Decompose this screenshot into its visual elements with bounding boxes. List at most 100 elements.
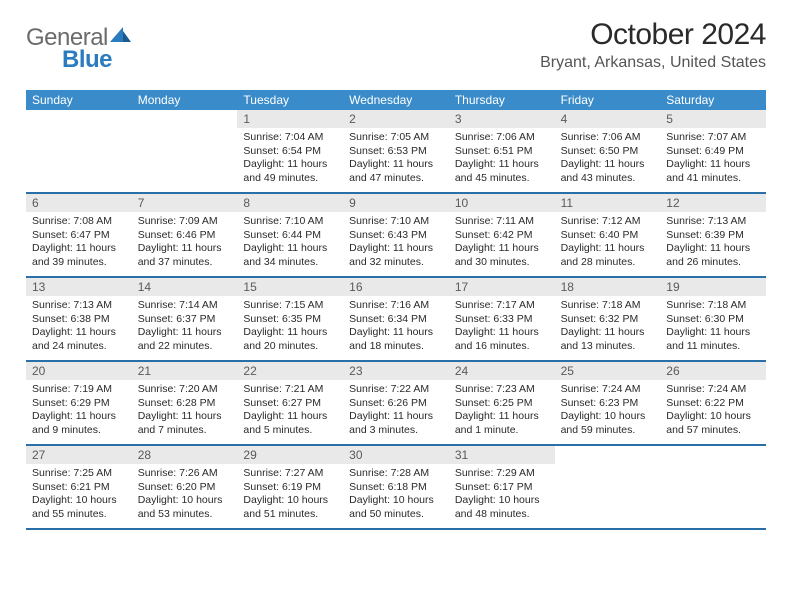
week-row: 6Sunrise: 7:08 AMSunset: 6:47 PMDaylight… xyxy=(26,194,766,278)
day-number: 5 xyxy=(660,110,766,128)
day-number: 24 xyxy=(449,362,555,380)
day-number: 18 xyxy=(555,278,661,296)
day-cell: 27Sunrise: 7:25 AMSunset: 6:21 PMDayligh… xyxy=(26,446,132,528)
day-cell: 2Sunrise: 7:05 AMSunset: 6:53 PMDaylight… xyxy=(343,110,449,192)
day-body: Sunrise: 7:26 AMSunset: 6:20 PMDaylight:… xyxy=(132,464,238,526)
day-cell: 15Sunrise: 7:15 AMSunset: 6:35 PMDayligh… xyxy=(237,278,343,360)
week-row: 13Sunrise: 7:13 AMSunset: 6:38 PMDayligh… xyxy=(26,278,766,362)
day-cell: 7Sunrise: 7:09 AMSunset: 6:46 PMDaylight… xyxy=(132,194,238,276)
day-cell: 20Sunrise: 7:19 AMSunset: 6:29 PMDayligh… xyxy=(26,362,132,444)
day-body: Sunrise: 7:07 AMSunset: 6:49 PMDaylight:… xyxy=(660,128,766,190)
day-cell: 4Sunrise: 7:06 AMSunset: 6:50 PMDaylight… xyxy=(555,110,661,192)
day-cell: 31Sunrise: 7:29 AMSunset: 6:17 PMDayligh… xyxy=(449,446,555,528)
day-body: Sunrise: 7:24 AMSunset: 6:22 PMDaylight:… xyxy=(660,380,766,442)
day-number: 29 xyxy=(237,446,343,464)
dow-monday: Monday xyxy=(132,90,238,110)
day-body: Sunrise: 7:19 AMSunset: 6:29 PMDaylight:… xyxy=(26,380,132,442)
day-body: Sunrise: 7:18 AMSunset: 6:32 PMDaylight:… xyxy=(555,296,661,358)
day-number: 2 xyxy=(343,110,449,128)
day-body: Sunrise: 7:12 AMSunset: 6:40 PMDaylight:… xyxy=(555,212,661,274)
dow-saturday: Saturday xyxy=(660,90,766,110)
day-body: Sunrise: 7:18 AMSunset: 6:30 PMDaylight:… xyxy=(660,296,766,358)
day-number-empty xyxy=(555,446,661,464)
day-number: 12 xyxy=(660,194,766,212)
day-body: Sunrise: 7:23 AMSunset: 6:25 PMDaylight:… xyxy=(449,380,555,442)
day-body: Sunrise: 7:08 AMSunset: 6:47 PMDaylight:… xyxy=(26,212,132,274)
calendar-page: General Blue October 2024 Bryant, Arkans… xyxy=(0,0,792,612)
day-number: 10 xyxy=(449,194,555,212)
day-number: 31 xyxy=(449,446,555,464)
day-body: Sunrise: 7:28 AMSunset: 6:18 PMDaylight:… xyxy=(343,464,449,526)
day-body: Sunrise: 7:13 AMSunset: 6:38 PMDaylight:… xyxy=(26,296,132,358)
day-body: Sunrise: 7:05 AMSunset: 6:53 PMDaylight:… xyxy=(343,128,449,190)
day-number: 7 xyxy=(132,194,238,212)
day-cell: 1Sunrise: 7:04 AMSunset: 6:54 PMDaylight… xyxy=(237,110,343,192)
day-number: 9 xyxy=(343,194,449,212)
day-number: 22 xyxy=(237,362,343,380)
day-body: Sunrise: 7:11 AMSunset: 6:42 PMDaylight:… xyxy=(449,212,555,274)
location-text: Bryant, Arkansas, United States xyxy=(540,54,766,72)
day-cell xyxy=(660,446,766,528)
day-cell: 21Sunrise: 7:20 AMSunset: 6:28 PMDayligh… xyxy=(132,362,238,444)
day-number: 26 xyxy=(660,362,766,380)
day-number-empty xyxy=(132,110,238,128)
day-number-empty xyxy=(26,110,132,128)
day-body: Sunrise: 7:16 AMSunset: 6:34 PMDaylight:… xyxy=(343,296,449,358)
day-number: 17 xyxy=(449,278,555,296)
day-body: Sunrise: 7:04 AMSunset: 6:54 PMDaylight:… xyxy=(237,128,343,190)
day-body: Sunrise: 7:20 AMSunset: 6:28 PMDaylight:… xyxy=(132,380,238,442)
dow-thursday: Thursday xyxy=(449,90,555,110)
day-body: Sunrise: 7:22 AMSunset: 6:26 PMDaylight:… xyxy=(343,380,449,442)
logo-text-blue: Blue xyxy=(62,46,112,73)
day-cell xyxy=(132,110,238,192)
day-cell xyxy=(26,110,132,192)
day-cell: 24Sunrise: 7:23 AMSunset: 6:25 PMDayligh… xyxy=(449,362,555,444)
day-number: 28 xyxy=(132,446,238,464)
day-cell: 5Sunrise: 7:07 AMSunset: 6:49 PMDaylight… xyxy=(660,110,766,192)
day-body: Sunrise: 7:25 AMSunset: 6:21 PMDaylight:… xyxy=(26,464,132,526)
day-number: 8 xyxy=(237,194,343,212)
weeks-container: 1Sunrise: 7:04 AMSunset: 6:54 PMDaylight… xyxy=(26,110,766,530)
day-number: 27 xyxy=(26,446,132,464)
day-body: Sunrise: 7:17 AMSunset: 6:33 PMDaylight:… xyxy=(449,296,555,358)
day-cell: 12Sunrise: 7:13 AMSunset: 6:39 PMDayligh… xyxy=(660,194,766,276)
dow-sunday: Sunday xyxy=(26,90,132,110)
day-number-empty xyxy=(660,446,766,464)
month-title: October 2024 xyxy=(540,18,766,52)
day-cell: 8Sunrise: 7:10 AMSunset: 6:44 PMDaylight… xyxy=(237,194,343,276)
dow-wednesday: Wednesday xyxy=(343,90,449,110)
day-cell: 3Sunrise: 7:06 AMSunset: 6:51 PMDaylight… xyxy=(449,110,555,192)
day-body: Sunrise: 7:06 AMSunset: 6:50 PMDaylight:… xyxy=(555,128,661,190)
day-body: Sunrise: 7:06 AMSunset: 6:51 PMDaylight:… xyxy=(449,128,555,190)
day-number: 11 xyxy=(555,194,661,212)
day-cell: 16Sunrise: 7:16 AMSunset: 6:34 PMDayligh… xyxy=(343,278,449,360)
logo: General Blue xyxy=(26,18,132,80)
day-cell: 11Sunrise: 7:12 AMSunset: 6:40 PMDayligh… xyxy=(555,194,661,276)
day-cell: 13Sunrise: 7:13 AMSunset: 6:38 PMDayligh… xyxy=(26,278,132,360)
day-body: Sunrise: 7:29 AMSunset: 6:17 PMDaylight:… xyxy=(449,464,555,526)
day-body: Sunrise: 7:09 AMSunset: 6:46 PMDaylight:… xyxy=(132,212,238,274)
logo-glyph-icon xyxy=(110,24,132,52)
day-number: 1 xyxy=(237,110,343,128)
day-number: 4 xyxy=(555,110,661,128)
day-body: Sunrise: 7:14 AMSunset: 6:37 PMDaylight:… xyxy=(132,296,238,358)
day-number: 30 xyxy=(343,446,449,464)
day-cell: 23Sunrise: 7:22 AMSunset: 6:26 PMDayligh… xyxy=(343,362,449,444)
dow-friday: Friday xyxy=(555,90,661,110)
day-cell: 25Sunrise: 7:24 AMSunset: 6:23 PMDayligh… xyxy=(555,362,661,444)
day-number: 21 xyxy=(132,362,238,380)
day-cell: 28Sunrise: 7:26 AMSunset: 6:20 PMDayligh… xyxy=(132,446,238,528)
day-body: Sunrise: 7:10 AMSunset: 6:43 PMDaylight:… xyxy=(343,212,449,274)
day-number: 3 xyxy=(449,110,555,128)
day-body: Sunrise: 7:10 AMSunset: 6:44 PMDaylight:… xyxy=(237,212,343,274)
day-cell: 22Sunrise: 7:21 AMSunset: 6:27 PMDayligh… xyxy=(237,362,343,444)
day-number: 19 xyxy=(660,278,766,296)
day-cell: 18Sunrise: 7:18 AMSunset: 6:32 PMDayligh… xyxy=(555,278,661,360)
week-row: 1Sunrise: 7:04 AMSunset: 6:54 PMDaylight… xyxy=(26,110,766,194)
day-body: Sunrise: 7:13 AMSunset: 6:39 PMDaylight:… xyxy=(660,212,766,274)
day-cell: 30Sunrise: 7:28 AMSunset: 6:18 PMDayligh… xyxy=(343,446,449,528)
day-number: 15 xyxy=(237,278,343,296)
dow-tuesday: Tuesday xyxy=(237,90,343,110)
day-number: 13 xyxy=(26,278,132,296)
day-number: 25 xyxy=(555,362,661,380)
